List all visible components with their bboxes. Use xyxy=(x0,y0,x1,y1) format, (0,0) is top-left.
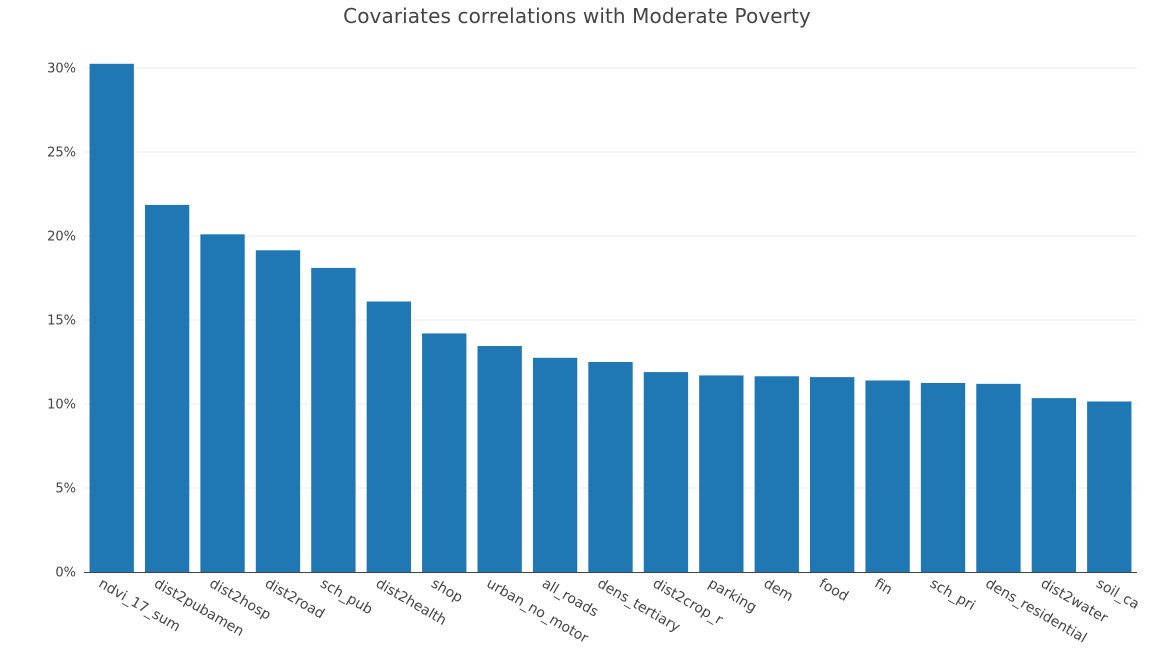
y-tick-label: 0% xyxy=(55,566,76,581)
x-tick-label: food xyxy=(816,576,851,605)
bar-dem xyxy=(755,376,799,572)
bar-dist2pubamen xyxy=(145,205,189,572)
bar-dist2hosp xyxy=(200,234,244,572)
x-axis-ticks: ndvi_17_sumdist2pubamendist2hospdist2roa… xyxy=(96,576,1142,647)
bar-dens_tertiary xyxy=(588,362,632,572)
bar-dist2water xyxy=(1032,398,1076,572)
x-tick-label: sch_pub xyxy=(317,576,375,619)
y-tick-label: 20% xyxy=(47,230,76,245)
x-tick-label: sch_pri xyxy=(927,576,978,615)
bar-dist2road xyxy=(256,250,300,572)
bar-food xyxy=(810,377,854,572)
bar-all_roads xyxy=(533,358,577,572)
bar-dens_residential xyxy=(976,384,1020,572)
x-tick-label: urban_no_motor xyxy=(484,576,591,647)
bars xyxy=(90,64,1132,572)
x-tick-label: shop xyxy=(428,576,465,607)
bar-dist2health xyxy=(367,302,411,572)
y-axis-ticks: 0% 5% 10% 15% 20% 25% 30% xyxy=(47,62,76,581)
bar-ndvi_17_sum xyxy=(90,64,134,572)
x-tick-label: dist2road xyxy=(262,576,327,623)
x-tick-label: dens_residential xyxy=(982,576,1089,647)
y-tick-label: 5% xyxy=(55,482,76,497)
bar-shop xyxy=(422,333,466,572)
bar-urban_no_motor xyxy=(477,346,521,572)
bar-sch_pub xyxy=(311,268,355,572)
y-tick-label: 10% xyxy=(47,398,76,413)
x-tick-label: fin xyxy=(872,576,895,599)
bar-fin xyxy=(865,380,909,572)
y-tick-label: 25% xyxy=(47,146,76,161)
x-tick-label: dem xyxy=(761,576,796,605)
bar-parking xyxy=(699,375,743,572)
y-tick-label: 30% xyxy=(47,62,76,77)
bar-dist2crop_r xyxy=(644,372,688,572)
bar-sch_pri xyxy=(921,383,965,572)
y-tick-label: 15% xyxy=(47,314,76,329)
bar-soil_ca xyxy=(1087,401,1131,572)
